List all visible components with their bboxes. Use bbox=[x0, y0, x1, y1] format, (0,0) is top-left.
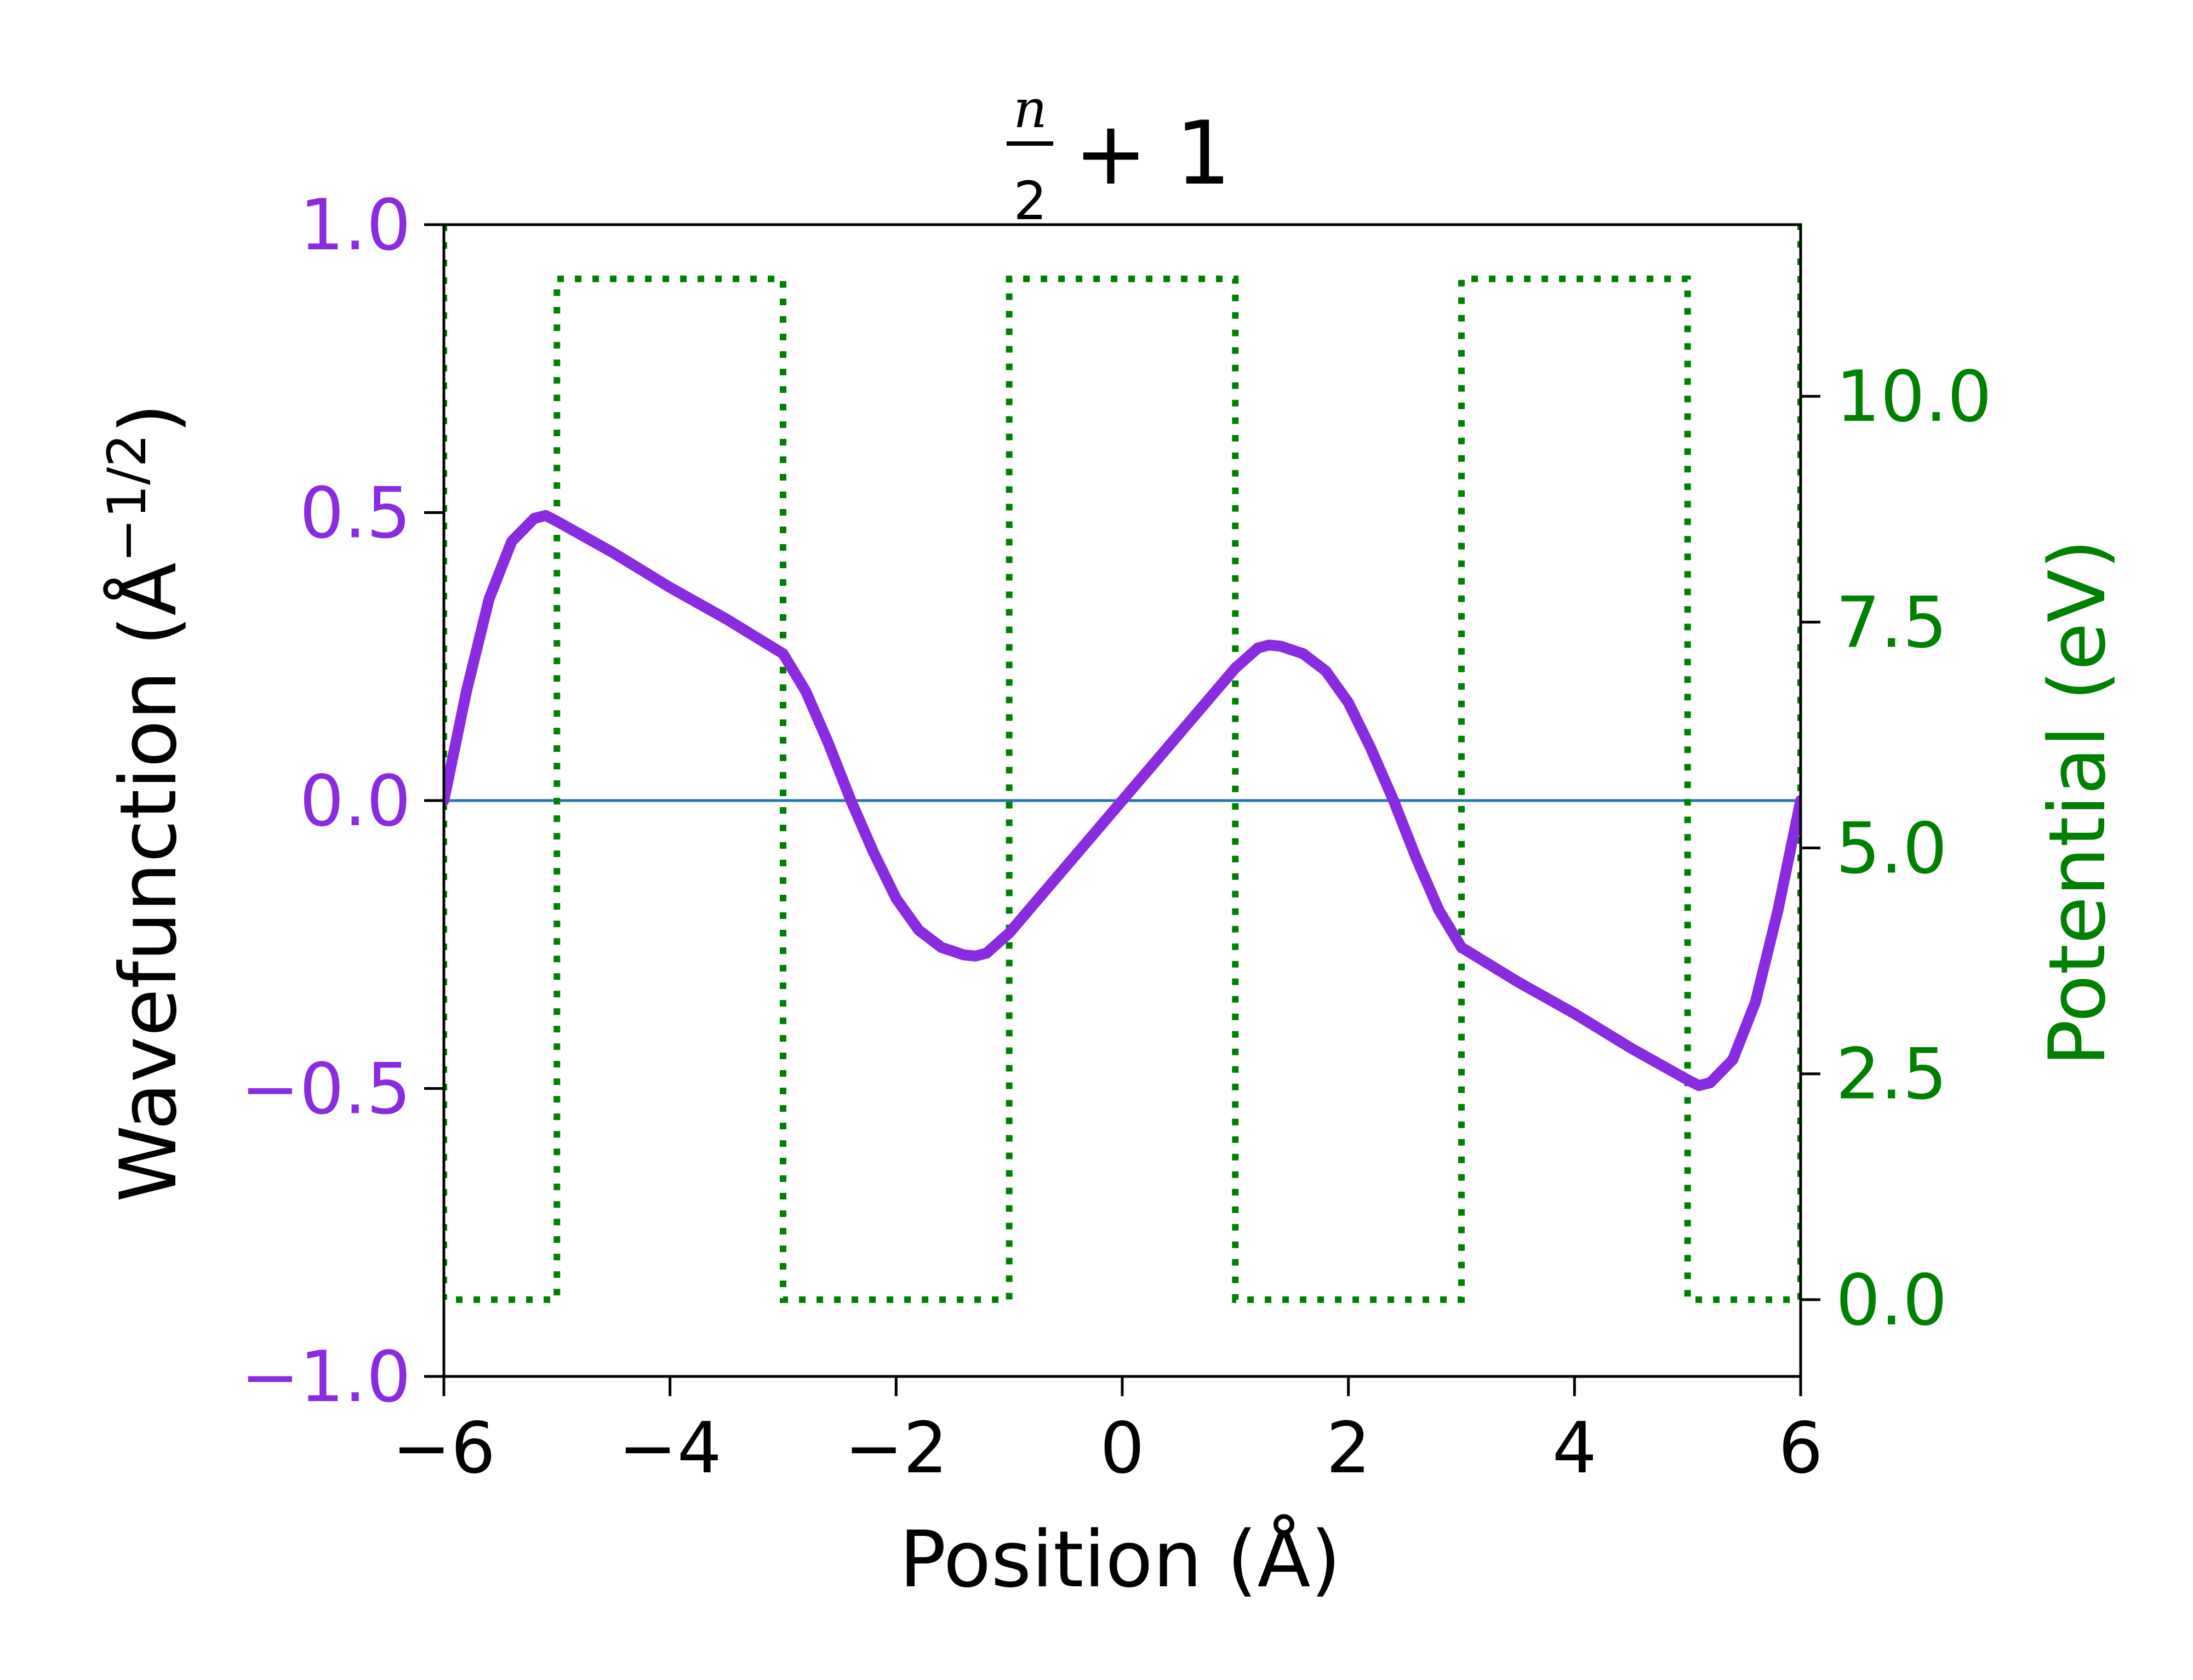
title-numerator: n bbox=[1013, 78, 1047, 140]
y-tick-label: −0.5 bbox=[241, 1049, 411, 1130]
y-axis-label-close: ) bbox=[104, 403, 194, 433]
y2-tick-label: 5.0 bbox=[1836, 808, 1948, 890]
y2-axis-label: Potential (eV) bbox=[2032, 539, 2123, 1067]
y-tick-label: 0.5 bbox=[299, 473, 411, 555]
y2-tick-label: 2.5 bbox=[1836, 1034, 1948, 1116]
x-tick-label: 4 bbox=[1552, 1408, 1597, 1489]
x-tick-label: −6 bbox=[392, 1408, 496, 1489]
wavefunction-line bbox=[444, 510, 1801, 1092]
plot-clipped bbox=[444, 225, 1801, 1303]
title-denominator: 2 bbox=[1013, 170, 1047, 232]
x-tick-label: 6 bbox=[1778, 1408, 1823, 1489]
x-tick-label: −4 bbox=[618, 1408, 722, 1489]
y-tick-label: −1.0 bbox=[241, 1336, 411, 1418]
chart-title: n 2 + 1 bbox=[1007, 78, 1231, 232]
x-tick-label: 0 bbox=[1100, 1408, 1144, 1489]
y2-tick-label: 7.5 bbox=[1836, 582, 1948, 664]
y-axis-label-main: Wavefunction (Å bbox=[102, 562, 194, 1202]
axes-ticks: −6 −4 −2 0 2 4 6 −1.0 −0.5 0.0 0.5 1.0 0.0 2.5 5.0 7.5 1… bbox=[241, 185, 1992, 1489]
plot-area bbox=[444, 225, 1801, 1303]
y2-tick-label: 10.0 bbox=[1836, 356, 1992, 438]
y-axis-label: Wavefunction (Å−1/2) bbox=[96, 403, 194, 1202]
x-tick-label: 2 bbox=[1326, 1408, 1370, 1489]
potential-line bbox=[444, 225, 1801, 1303]
title-suffix: + 1 bbox=[1074, 102, 1231, 204]
y2-tick-label: 0.0 bbox=[1836, 1260, 1948, 1341]
x-tick-label: −2 bbox=[844, 1408, 948, 1489]
y-tick-label: 0.0 bbox=[299, 761, 411, 842]
y-axis-label-exponent: −1/2 bbox=[96, 433, 158, 562]
x-axis-label: Position (Å) bbox=[899, 1513, 1341, 1605]
y-tick-label: 1.0 bbox=[299, 185, 411, 266]
